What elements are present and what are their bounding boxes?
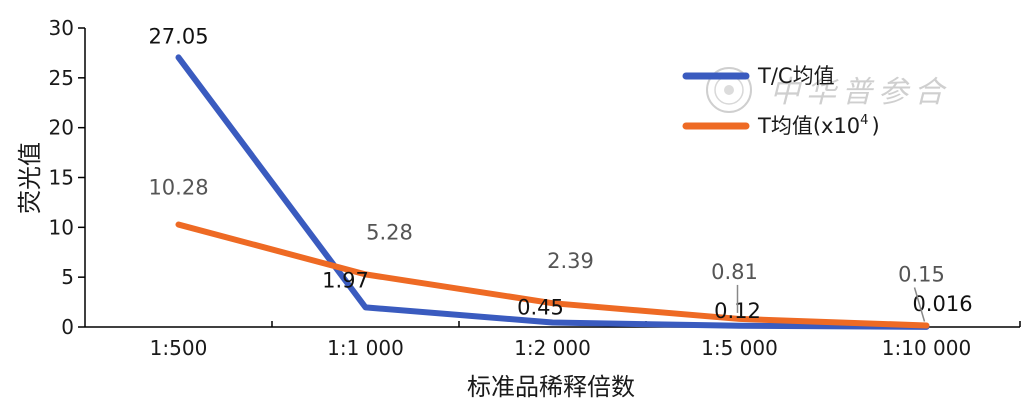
y-tick-label: 20 <box>49 116 74 140</box>
y-tick-label: 30 <box>49 16 74 40</box>
y-tick-label: 5 <box>61 265 74 289</box>
data-label-t: 0.81 <box>711 260 758 284</box>
data-label-t: 2.39 <box>547 249 594 273</box>
axes <box>84 28 1020 328</box>
y-tick-label: 10 <box>49 215 74 239</box>
data-label-t: 0.15 <box>898 263 945 287</box>
x-tick-label: 1:2 000 <box>514 336 591 360</box>
watermark: 中华普参合 <box>706 67 950 113</box>
x-tick-label: 1:1 000 <box>327 336 404 360</box>
x-axis-title: 标准品稀释倍数 <box>467 373 635 401</box>
leader-line <box>913 287 926 322</box>
data-label-t: 10.28 <box>148 176 208 200</box>
legend-label-tc: T/C均值 <box>757 64 835 88</box>
x-tick-label: 1:10 000 <box>882 336 971 360</box>
series-lines <box>175 54 930 330</box>
data-label-tc: 1.97 <box>322 268 369 292</box>
legend-label-t-suffix: ) <box>871 114 879 138</box>
y-tick-label: 15 <box>49 166 74 190</box>
y-tick-label: 0 <box>61 315 74 339</box>
y-tick-label: 25 <box>49 66 74 90</box>
y-axis-title: 荧光值 <box>16 142 44 214</box>
legend-label-t: T均值(x104) <box>757 113 880 138</box>
series-line-tc <box>175 54 930 330</box>
x-tick-label: 1:5 000 <box>701 336 778 360</box>
legend-label-t-sup: 4 <box>860 113 868 128</box>
data-label-tc: 27.05 <box>148 24 208 48</box>
legend: T/C均值 T均值(x104) <box>682 64 880 138</box>
x-ticks: 1:500 1:1 000 1:2 000 1:5 000 1:10 000 <box>150 321 1021 360</box>
data-label-tc: 0.016 <box>912 292 972 316</box>
series-line-t <box>175 221 930 329</box>
data-label-t: 5.28 <box>366 220 413 244</box>
watermark-text: 中华普参合 <box>770 75 950 110</box>
data-label-tc: 0.45 <box>517 296 564 320</box>
legend-label-t-main: T均值(x10 <box>757 114 860 138</box>
x-tick-label: 1:500 <box>150 336 208 360</box>
y-ticks: 0 5 10 15 20 25 30 <box>49 16 85 339</box>
